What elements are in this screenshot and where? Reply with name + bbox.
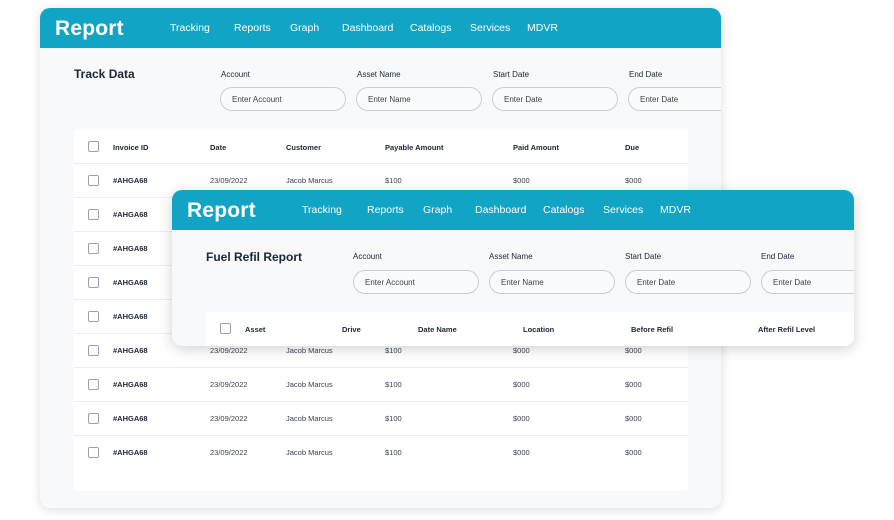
start-date-input[interactable] bbox=[625, 270, 751, 294]
brand-title: Report bbox=[55, 17, 124, 40]
table-cell: Jacob Marcus bbox=[286, 176, 333, 185]
header-drive: Drive bbox=[342, 325, 361, 334]
account-input[interactable] bbox=[353, 270, 479, 294]
end-date-label: End Date bbox=[629, 70, 663, 79]
nav-dashboard[interactable]: Dashboard bbox=[342, 22, 394, 34]
header-date-name: Date Name bbox=[418, 325, 457, 334]
end-date-input[interactable] bbox=[761, 270, 854, 294]
fuel-refil-table: Asset Drive Date Name Location Before Re… bbox=[206, 312, 854, 346]
header-paid-amount: Paid Amount bbox=[513, 143, 559, 152]
select-all-checkbox[interactable] bbox=[220, 323, 231, 334]
asset-name-label: Asset Name bbox=[489, 252, 533, 261]
table-cell: Jacob Marcus bbox=[286, 448, 333, 457]
table-cell: $000 bbox=[513, 448, 530, 457]
nav-reports[interactable]: Reports bbox=[234, 22, 271, 34]
table-cell: 23/09/2022 bbox=[210, 380, 248, 389]
table-cell: Jacob Marcus bbox=[286, 346, 333, 355]
table-cell: $000 bbox=[625, 176, 642, 185]
row-checkbox[interactable] bbox=[88, 447, 99, 458]
asset-name-label: Asset Name bbox=[357, 70, 401, 79]
start-date-input[interactable] bbox=[492, 87, 618, 111]
table-cell: 23/09/2022 bbox=[210, 346, 248, 355]
fuel-refil-report-window: Report Tracking Reports Graph Dashboard … bbox=[172, 190, 854, 346]
account-input[interactable] bbox=[220, 87, 346, 111]
table-cell: $000 bbox=[513, 414, 530, 423]
account-label: Account bbox=[221, 70, 250, 79]
row-checkbox[interactable] bbox=[88, 413, 99, 424]
account-label: Account bbox=[353, 252, 382, 261]
table-cell: $000 bbox=[513, 176, 530, 185]
row-checkbox[interactable] bbox=[88, 345, 99, 356]
header-bar: Report Tracking Reports Graph Dashboard … bbox=[172, 190, 854, 230]
header-asset: Asset bbox=[245, 325, 266, 334]
nav-services[interactable]: Services bbox=[603, 204, 644, 216]
table-cell: $000 bbox=[625, 346, 642, 355]
header-after-refil-level: After Refil Level bbox=[758, 325, 816, 334]
table-cell: #AHGA68 bbox=[113, 244, 148, 253]
end-date-label: End Date bbox=[761, 252, 795, 261]
table-cell: $000 bbox=[625, 414, 642, 423]
header-due: Due bbox=[625, 143, 640, 152]
select-all-checkbox[interactable] bbox=[88, 141, 99, 152]
table-cell: $100 bbox=[385, 380, 402, 389]
nav-dashboard[interactable]: Dashboard bbox=[475, 204, 527, 216]
header-invoice-id: Invoice ID bbox=[113, 143, 149, 152]
table-cell: Jacob Marcus bbox=[286, 414, 333, 423]
table-cell: #AHGA68 bbox=[113, 380, 148, 389]
end-date-input[interactable] bbox=[628, 87, 721, 111]
row-checkbox[interactable] bbox=[88, 311, 99, 322]
table-cell: 23/09/2022 bbox=[210, 414, 248, 423]
header-date: Date bbox=[210, 143, 227, 152]
table-cell: #AHGA68 bbox=[113, 210, 148, 219]
nav-graph[interactable]: Graph bbox=[423, 204, 453, 216]
table-row: #AHGA68 23/09/2022 Jacob Marcus $100 $000 $00… bbox=[74, 163, 688, 197]
table-cell: #AHGA68 bbox=[113, 346, 148, 355]
table-cell: $100 bbox=[385, 176, 402, 185]
row-checkbox[interactable] bbox=[88, 243, 99, 254]
row-checkbox[interactable] bbox=[88, 175, 99, 186]
table-cell: $000 bbox=[625, 380, 642, 389]
table-cell: 23/09/2022 bbox=[210, 176, 248, 185]
table-cell: $100 bbox=[385, 414, 402, 423]
table-cell: $100 bbox=[385, 448, 402, 457]
table-row: #AHGA68 23/09/2022 Jacob Marcus $100 $000 $00… bbox=[74, 435, 688, 469]
table-cell: Jacob Marcus bbox=[286, 380, 333, 389]
table-row: #AHGA68 23/09/2022 Jacob Marcus $100 $000 $00… bbox=[74, 367, 688, 401]
nav-tracking[interactable]: Tracking bbox=[170, 22, 210, 34]
start-date-label: Start Date bbox=[625, 252, 662, 261]
header-location: Location bbox=[523, 325, 555, 334]
header-payable-amount: Payable Amount bbox=[385, 143, 444, 152]
nav-mdvr[interactable]: MDVR bbox=[527, 22, 558, 34]
nav-tracking[interactable]: Tracking bbox=[302, 204, 342, 216]
page-title: Track Data bbox=[74, 67, 135, 81]
nav-mdvr[interactable]: MDVR bbox=[660, 204, 691, 216]
row-checkbox[interactable] bbox=[88, 209, 99, 220]
table-cell: $000 bbox=[513, 380, 530, 389]
header-bar: Report Tracking Reports Graph Dashboard … bbox=[40, 8, 721, 48]
nav-graph[interactable]: Graph bbox=[290, 22, 320, 34]
table-cell: #AHGA68 bbox=[113, 414, 148, 423]
table-cell: #AHGA68 bbox=[113, 176, 148, 185]
table-cell: #AHGA68 bbox=[113, 448, 148, 457]
table-cell: 23/09/2022 bbox=[210, 448, 248, 457]
table-cell: #AHGA68 bbox=[113, 278, 148, 287]
nav-services[interactable]: Services bbox=[470, 22, 511, 34]
header-before-refil: Before Refil bbox=[631, 325, 674, 334]
nav-reports[interactable]: Reports bbox=[367, 204, 404, 216]
row-checkbox[interactable] bbox=[88, 277, 99, 288]
asset-name-input[interactable] bbox=[356, 87, 482, 111]
table-cell: $100 bbox=[385, 346, 402, 355]
asset-name-input[interactable] bbox=[489, 270, 615, 294]
table-cell: $000 bbox=[513, 346, 530, 355]
nav-catalogs[interactable]: Catalogs bbox=[410, 22, 452, 34]
nav-catalogs[interactable]: Catalogs bbox=[543, 204, 585, 216]
brand-title: Report bbox=[187, 199, 256, 222]
start-date-label: Start Date bbox=[493, 70, 530, 79]
page-title: Fuel Refil Report bbox=[206, 250, 303, 264]
row-checkbox[interactable] bbox=[88, 379, 99, 390]
header-customer: Customer bbox=[286, 143, 322, 152]
table-row: #AHGA68 23/09/2022 Jacob Marcus $100 $000 $00… bbox=[74, 401, 688, 435]
table-cell: #AHGA68 bbox=[113, 312, 148, 321]
table-cell: $000 bbox=[625, 448, 642, 457]
